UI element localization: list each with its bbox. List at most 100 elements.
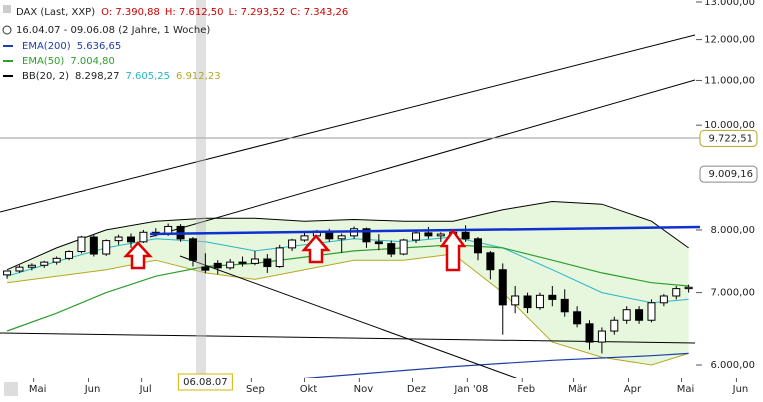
arrow: [301, 234, 331, 264]
band-line: [7, 253, 689, 366]
candle-body: [250, 258, 259, 264]
y-tick-label: 13.000,00: [704, 0, 755, 8]
candle-body: [40, 261, 49, 266]
candle-body: [77, 236, 86, 253]
x-tick-label: Feb: [517, 384, 535, 395]
candle-body: [560, 298, 569, 313]
y-tick-label: 8.000,00: [710, 225, 755, 236]
trend-line: [0, 332, 696, 344]
candle-body: [139, 231, 148, 243]
legend: DAX (Last, XXP) O: 7.390,88 H: 7.612,50 L: …: [2, 5, 348, 82]
y-tick-label: 6.000,00: [710, 360, 755, 371]
candle-body: [622, 309, 631, 321]
candle-body: [102, 240, 111, 255]
price-marker-label: 9.722,51: [708, 133, 753, 144]
legend-name: EMA(200): [22, 41, 71, 52]
candle-body: [610, 319, 619, 332]
candle-body: [238, 261, 247, 264]
trend-line: [0, 34, 696, 213]
ema-line: [6, 244, 689, 332]
candle-body: [89, 236, 98, 255]
clock-icon: [2, 25, 12, 35]
crosshair-band: [196, 0, 206, 378]
legend-title: DAX (Last, XXP) O: 7.390,88 H: 7.612,50 L: …: [16, 7, 348, 18]
legend-name: BB(20, 2): [22, 71, 69, 82]
arrow: [439, 228, 467, 272]
candle-body: [387, 243, 396, 255]
price-marker: [699, 129, 758, 147]
legend-value: 7.004,80: [70, 56, 115, 67]
price-marker: [699, 165, 758, 183]
x-tick-label: Jun: [84, 384, 101, 395]
candle-body: [27, 264, 36, 268]
candle-body: [659, 295, 668, 304]
title: DAX (Last, XXP): [16, 7, 95, 18]
legend-entry: EMA(50) 7.004,80: [22, 56, 115, 67]
band-line: [6, 200, 689, 271]
x-tick-label: Nov: [354, 384, 374, 395]
legend-value: 5.636,65: [77, 41, 122, 52]
candle-body: [3, 270, 12, 276]
highlights: [123, 225, 701, 272]
x-tick-label: Jul: [139, 384, 152, 395]
legend-entry: EMA(200) 5.636,65: [22, 41, 121, 52]
candle-body: [15, 266, 24, 272]
candle-body: [523, 295, 532, 309]
arrow: [123, 241, 153, 270]
y-tick-label: 10.000,00: [704, 120, 755, 131]
ohlc: C: 7.343,26: [290, 7, 348, 18]
candle-body: [362, 228, 371, 243]
ohlc: H: 7.612,50: [165, 7, 224, 18]
candle-body: [127, 236, 136, 243]
candle-body: [436, 233, 445, 237]
candle-body: [548, 294, 557, 300]
legend-value: 7.605,25: [126, 71, 171, 82]
crosshair-box: [177, 373, 233, 391]
x-tick-label: Apr: [624, 384, 642, 395]
crosshair-label: 06.08.07: [183, 377, 228, 388]
candle-body: [635, 309, 644, 321]
x-tick-label: Mär: [568, 384, 588, 395]
candle-body: [573, 311, 582, 325]
x-tick-label: Okt: [300, 384, 318, 395]
legend-entry: BB(20, 2) 8.298,27 7.605,25 6.912,23: [22, 71, 221, 82]
icon: [4, 382, 18, 396]
subtitle: 16.04.07 - 09.06.08 (2 Jahre, 1 Woche): [16, 25, 210, 36]
y-tick-label: 11.000,00: [704, 75, 755, 86]
candle-body: [684, 286, 693, 290]
x-tick-label: Mai: [29, 384, 47, 395]
candle-body: [65, 251, 74, 259]
candle-body: [511, 295, 520, 306]
candle-body: [300, 235, 309, 241]
drawings: [0, 0, 700, 378]
legend-name: EMA(50): [22, 56, 64, 67]
candle-body: [114, 236, 123, 242]
x-axis-bg: [0, 378, 763, 402]
candle-body: [275, 247, 284, 268]
candle-body: [597, 330, 606, 343]
x-tick-label: Jun: [732, 384, 749, 395]
candle-body: [188, 238, 197, 261]
ohlc: L: 7.293,52: [229, 7, 286, 18]
ema-line: [303, 352, 689, 378]
trend-line: [179, 255, 518, 378]
candle-body: [374, 241, 383, 245]
candle-body: [288, 239, 297, 249]
candle-body: [647, 302, 656, 321]
candle-body: [461, 231, 470, 240]
candle-body: [412, 232, 421, 241]
candle-body: [399, 239, 408, 255]
legend-value: 8.298,27: [75, 71, 120, 82]
x-tick-label: Jan '08: [453, 384, 488, 395]
legend-value: 6.912,23: [176, 71, 221, 82]
candle-body: [486, 252, 495, 271]
resistance-line: [149, 225, 701, 236]
x-tick-label: Sep: [246, 384, 265, 395]
x-tick-label: Mai: [677, 384, 695, 395]
ohlc: O: 7.390,88: [101, 7, 160, 18]
candle-body: [424, 232, 433, 237]
candle-body: [201, 266, 210, 271]
candle-body: [672, 288, 681, 297]
candle-body: [585, 323, 594, 343]
